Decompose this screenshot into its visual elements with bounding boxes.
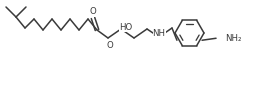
Text: NH: NH [153,29,166,38]
Text: HO: HO [119,23,132,32]
Text: O: O [90,8,96,17]
Text: O: O [107,42,113,51]
Text: NH₂: NH₂ [225,34,242,43]
